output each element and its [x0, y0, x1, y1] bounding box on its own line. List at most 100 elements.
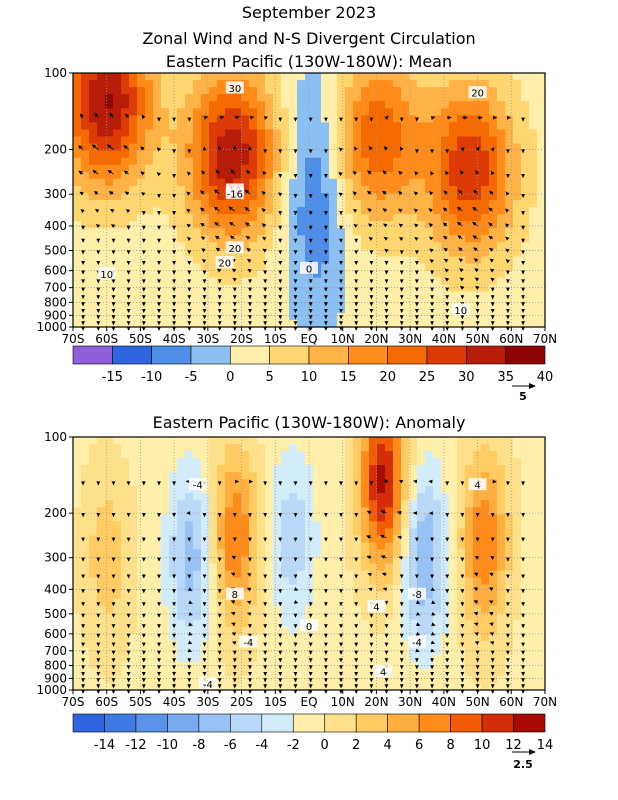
field-cell: [169, 200, 178, 208]
field-cell: [537, 94, 546, 102]
field-cell: [249, 115, 258, 123]
field-cell: [329, 136, 338, 145]
field-cell: [369, 235, 378, 243]
field-cell: [209, 143, 218, 152]
field-cell: [369, 207, 378, 215]
field-cell: [137, 305, 146, 314]
field-cell: [297, 108, 306, 116]
field-cell: [193, 451, 202, 459]
field-cell: [105, 647, 114, 656]
field-cell: [369, 640, 378, 649]
field-cell: [521, 270, 530, 279]
field-cell: [217, 101, 226, 109]
field-cell: [521, 305, 530, 314]
field-cell: [249, 73, 258, 81]
field-cell: [185, 500, 194, 508]
field-cell: [505, 242, 514, 250]
field-cell: [273, 256, 282, 265]
field-cell: [409, 675, 418, 684]
field-cell: [289, 270, 298, 279]
wind-arrowhead: [354, 315, 359, 320]
wind-arrowhead: [199, 207, 205, 212]
field-cell: [81, 528, 90, 536]
field-cell: [209, 164, 218, 173]
wind-arrowhead: [369, 315, 374, 320]
field-cell: [145, 507, 154, 515]
field-cell: [273, 319, 282, 328]
field-cell: [505, 115, 514, 123]
field-cell: [289, 221, 298, 229]
field-cell: [153, 284, 162, 293]
field-cell: [89, 521, 98, 529]
field-cell: [217, 493, 226, 501]
field-cell: [209, 654, 218, 663]
field-cell: [425, 129, 434, 138]
field-cell: [433, 542, 442, 551]
field-cell: [513, 101, 522, 109]
field-cell: [297, 164, 306, 173]
field-cell: [297, 312, 306, 321]
field-cell: [529, 291, 538, 300]
field-cell: [417, 73, 426, 81]
wind-arrowhead: [447, 115, 452, 120]
field-cell: [161, 647, 170, 656]
field-cell: [401, 444, 410, 452]
wind-arrowhead: [157, 250, 161, 255]
field-cell: [73, 207, 82, 215]
field-cell: [153, 591, 162, 600]
wind-arrowhead: [111, 279, 116, 284]
field-cell: [409, 612, 418, 621]
field-cell: [265, 500, 274, 508]
field-cell: [521, 108, 530, 116]
field-cell: [241, 178, 250, 187]
x-tick-label: 20S: [230, 332, 253, 346]
wind-arrowhead: [93, 191, 99, 195]
field-cell: [113, 305, 122, 314]
field-cell: [321, 458, 330, 466]
field-cell: [337, 619, 346, 628]
field-cell: [385, 249, 394, 258]
field-cell: [297, 214, 306, 222]
field-cell: [361, 157, 370, 166]
wind-arrowhead: [248, 279, 252, 284]
field-cell: [209, 598, 218, 607]
field-cell: [169, 584, 178, 593]
field-cell: [409, 108, 418, 116]
field-cell: [145, 171, 154, 180]
field-cell: [393, 500, 402, 508]
wind-arrowhead: [430, 321, 435, 326]
field-cell: [113, 200, 122, 208]
field-cell: [393, 228, 402, 236]
field-cell: [81, 472, 90, 480]
field-cell: [313, 647, 322, 656]
field-cell: [73, 305, 82, 314]
wind-arrowhead: [126, 315, 131, 320]
field-cell: [137, 164, 146, 173]
field-cell: [217, 682, 226, 691]
field-cell: [345, 291, 354, 300]
field-cell: [329, 249, 338, 258]
wind-arrowhead: [505, 259, 511, 264]
field-cell: [249, 612, 258, 621]
field-cell: [193, 563, 202, 572]
field-cell: [281, 185, 290, 194]
field-cell: [217, 591, 226, 600]
field-cell: [257, 101, 266, 109]
field-cell: [537, 284, 546, 293]
wind-arrowhead: [202, 308, 207, 314]
wind-arrowhead: [354, 270, 359, 275]
field-cell: [121, 668, 130, 677]
wind-arrowhead: [293, 173, 298, 179]
field-cell: [353, 514, 362, 522]
field-cell: [145, 668, 154, 677]
field-cell: [305, 500, 314, 508]
field-cell: [89, 228, 98, 236]
wind-arrowhead: [352, 191, 357, 196]
field-cell: [113, 277, 122, 286]
field-cell: [409, 647, 418, 656]
field-cell: [273, 80, 282, 88]
field-cell: [329, 115, 338, 123]
field-cell: [361, 619, 370, 628]
field-cell: [113, 242, 122, 250]
field-cell: [185, 228, 194, 236]
